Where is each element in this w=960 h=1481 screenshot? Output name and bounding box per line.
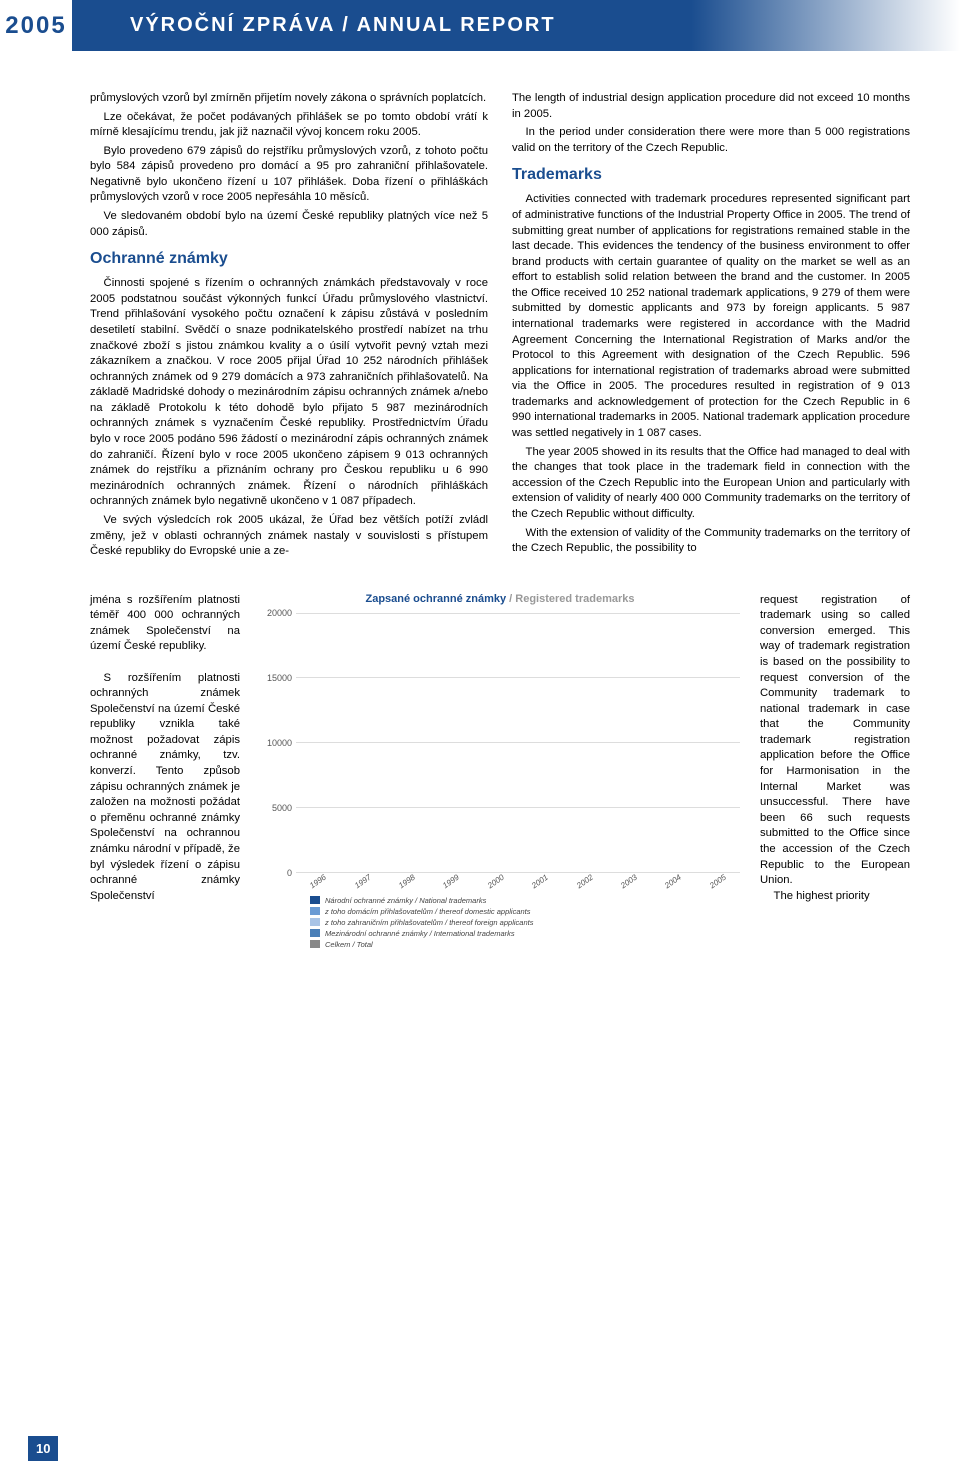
legend-item: Národní ochranné známky / National trade… <box>310 896 740 905</box>
para: Activities connected with trademark proc… <box>512 192 910 441</box>
x-tick-label: 2001 <box>530 872 550 890</box>
section-heading-cz: Ochranné známky <box>90 248 488 270</box>
lower-region: jména s rozšířením platnosti téměř 400 0… <box>0 593 960 991</box>
chart-title-cz: Zapsané ochranné známky <box>366 593 507 605</box>
header-title: VÝROČNÍ ZPRÁVA / ANNUAL REPORT <box>130 14 960 37</box>
legend-label: Celkem / Total <box>325 940 373 949</box>
para: In the period under consideration there … <box>512 125 910 156</box>
para: With the extension of validity of the Co… <box>512 526 910 557</box>
y-tick-label: 5000 <box>272 803 292 813</box>
x-tick-label: 1998 <box>397 872 417 890</box>
page-number: 10 <box>28 1436 58 1461</box>
para: Činnosti spojené s řízením o ochranných … <box>90 276 488 510</box>
x-tick-label: 2005 <box>708 872 728 890</box>
x-tick-label: 2004 <box>663 872 683 890</box>
legend-item: z toho zahraničním přihlašovatelům / the… <box>310 918 740 927</box>
legend-swatch <box>310 896 320 904</box>
legend-swatch <box>310 940 320 948</box>
x-tick-label: 1997 <box>353 872 373 890</box>
legend-item: Mezinárodní ochranné známky / Internatio… <box>310 929 740 938</box>
para: Ve svých výsledcích rok 2005 ukázal, že … <box>90 513 488 560</box>
main-content: průmyslových vzorů byl zmírněn přijetím … <box>0 51 960 593</box>
x-tick-label: 2002 <box>575 872 595 890</box>
para: The length of industrial design applicat… <box>512 91 910 122</box>
legend-item: Celkem / Total <box>310 940 740 949</box>
para: The year 2005 showed in its results that… <box>512 445 910 523</box>
x-tick-label: 1996 <box>308 872 328 890</box>
para: jména s rozšířením platnosti téměř 400 0… <box>90 594 240 653</box>
para: S rozšířením platnosti ochranných známek… <box>90 671 240 905</box>
legend-label: z toho zahraničním přihlašovatelům / the… <box>325 918 533 927</box>
legend-item: z toho domácím přihlašovatelům / thereof… <box>310 907 740 916</box>
para: Ve sledovaném období bylo na území České… <box>90 209 488 240</box>
left-wrap-text: jména s rozšířením platnosti téměř 400 0… <box>90 593 240 951</box>
x-tick-label: 1999 <box>441 872 461 890</box>
legend-label: Mezinárodní ochranné známky / Internatio… <box>325 929 515 938</box>
trademarks-chart: Zapsané ochranné známky / Registered tra… <box>260 593 740 951</box>
year-badge: 2005 <box>0 0 72 52</box>
legend-swatch <box>310 929 320 937</box>
y-axis: 05000100001500020000 <box>260 613 296 873</box>
para: Lze očekávat, že počet podávaných přihlá… <box>90 110 488 141</box>
y-tick-label: 15000 <box>267 673 292 683</box>
para: The highest priority <box>760 889 910 905</box>
legend-swatch <box>310 907 320 915</box>
chart-title-en: / Registered trademarks <box>506 593 634 605</box>
x-axis-labels: 1996199719981999200020012002200320042005 <box>260 877 740 886</box>
right-column: The length of industrial design applicat… <box>512 91 910 563</box>
legend-swatch <box>310 918 320 926</box>
x-tick-label: 2003 <box>619 872 639 890</box>
para: Bylo provedeno 679 zápisů do rejstříku p… <box>90 144 488 206</box>
chart-legend: Národní ochranné známky / National trade… <box>260 896 740 949</box>
chart-title: Zapsané ochranné známky / Registered tra… <box>260 593 740 605</box>
chart-area: 05000100001500020000 <box>260 613 740 873</box>
legend-label: Národní ochranné známky / National trade… <box>325 896 486 905</box>
page-header: 2005 VÝROČNÍ ZPRÁVA / ANNUAL REPORT <box>0 0 960 51</box>
y-tick-label: 20000 <box>267 608 292 618</box>
x-tick-label: 2000 <box>486 872 506 890</box>
left-column: průmyslových vzorů byl zmírněn přijetím … <box>90 91 488 563</box>
y-tick-label: 10000 <box>267 738 292 748</box>
legend-label: z toho domácím přihlašovatelům / thereof… <box>325 907 531 916</box>
right-wrap-text: request registration of trademark using … <box>760 593 910 951</box>
para: request registration of trademark using … <box>760 594 910 886</box>
plot-area <box>296 613 740 873</box>
section-heading-en: Trademarks <box>512 164 910 186</box>
para: průmyslových vzorů byl zmírněn přijetím … <box>90 91 488 107</box>
